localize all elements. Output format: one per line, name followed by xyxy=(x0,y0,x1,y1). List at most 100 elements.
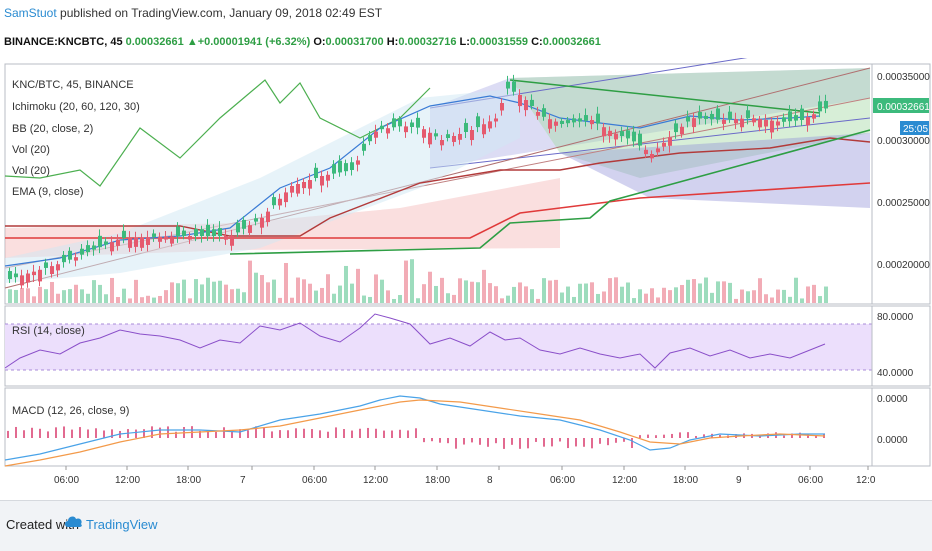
volume-bar xyxy=(32,296,36,303)
candle xyxy=(272,197,276,206)
volume-bar xyxy=(314,290,318,303)
candle xyxy=(200,229,204,236)
candlestick-series[interactable] xyxy=(8,74,828,289)
candle xyxy=(602,127,606,137)
candle xyxy=(152,233,156,237)
volume-bar xyxy=(200,284,204,303)
volume-bar xyxy=(740,289,744,303)
time-tick: 18:00 xyxy=(673,475,698,486)
publisher-link[interactable]: SamStuot xyxy=(4,6,57,20)
candle xyxy=(428,132,432,145)
tradingview-cloud-icon xyxy=(65,516,82,527)
volume-bar xyxy=(164,290,168,303)
volume-bar xyxy=(98,284,102,303)
candle xyxy=(308,180,312,189)
volume-bar xyxy=(494,286,498,303)
chart-area[interactable]: KNC/BTC, 45, BINANCE Ichimoku (20, 60, 1… xyxy=(0,58,932,498)
candle xyxy=(296,184,300,194)
candle xyxy=(734,119,738,124)
candle xyxy=(596,113,600,124)
volume-bar xyxy=(446,293,450,303)
time-axis[interactable]: 06:00 12:00 18:00 7 06:00 12:00 18:00 8 06:00 12:… xyxy=(54,466,876,486)
candle xyxy=(278,198,282,206)
volume-bar xyxy=(110,277,114,303)
candle xyxy=(338,160,342,173)
legend-item[interactable]: BB (20, close, 2) xyxy=(12,123,93,135)
volume-bar xyxy=(470,281,474,303)
rsi-tick: 80.0000 xyxy=(877,312,914,323)
candle xyxy=(764,119,768,127)
volume-bar xyxy=(74,284,78,303)
legend-item[interactable]: EMA (9, close) xyxy=(12,186,84,198)
time-tick: 12:00 xyxy=(612,475,637,486)
candle xyxy=(434,133,438,137)
macd-axis-panel xyxy=(871,387,931,467)
candle xyxy=(326,174,330,181)
candle xyxy=(368,135,372,142)
volume-bar xyxy=(776,289,780,303)
candle xyxy=(20,275,24,286)
volume-bar xyxy=(326,274,330,303)
time-tick: 9 xyxy=(736,475,742,486)
volume-bar xyxy=(752,290,756,303)
countdown-marker xyxy=(900,121,929,135)
candle xyxy=(62,254,66,263)
candle xyxy=(104,241,108,245)
volume-bar xyxy=(818,296,822,303)
volume-bar xyxy=(536,298,540,303)
rsi-label[interactable]: RSI (14, close) xyxy=(12,325,85,337)
volume-bar xyxy=(248,260,252,303)
candle xyxy=(386,128,390,134)
volume-bar xyxy=(746,291,750,303)
volume-bar xyxy=(806,286,810,303)
legend-item[interactable]: Vol (20) xyxy=(12,144,50,156)
candle xyxy=(470,130,474,141)
candle xyxy=(50,266,54,275)
volume-bar xyxy=(92,280,96,303)
volume-bar xyxy=(512,286,516,303)
candle xyxy=(710,113,714,120)
volume-bar xyxy=(728,282,732,303)
macd-pane[interactable] xyxy=(4,387,873,467)
volume-bar xyxy=(128,298,132,303)
candle xyxy=(26,273,30,283)
volume-bar xyxy=(764,294,768,303)
volume-bar xyxy=(572,296,576,303)
candle xyxy=(254,218,258,222)
volume-bar xyxy=(704,277,708,303)
publish-line: SamStuot published on TradingView.com, J… xyxy=(4,6,382,20)
candle xyxy=(242,219,246,229)
volume-bar xyxy=(608,278,612,303)
candle xyxy=(374,131,378,138)
candle xyxy=(812,114,816,119)
volume-bar xyxy=(614,277,618,303)
volume-bar xyxy=(698,283,702,303)
legend-item[interactable]: Ichimoku (20, 60, 120, 30) xyxy=(12,101,140,113)
volume-bar xyxy=(620,286,624,303)
candle xyxy=(746,110,750,119)
last-price: 0.00032661 xyxy=(125,36,184,48)
high-value: 0.00032716 xyxy=(398,36,457,48)
candle xyxy=(482,124,486,135)
candle xyxy=(644,149,648,155)
candle xyxy=(578,118,582,122)
volume-bar xyxy=(770,297,774,303)
volume-bar xyxy=(308,283,312,303)
volume-bar xyxy=(182,279,186,303)
volume-bar xyxy=(332,293,336,303)
volume-bar xyxy=(590,282,594,303)
candle xyxy=(416,117,420,128)
ichimoku-span-a xyxy=(229,129,871,255)
volume-bar xyxy=(20,288,24,303)
volume-bar xyxy=(86,293,90,303)
candle xyxy=(536,112,540,116)
low-value: 0.00031559 xyxy=(469,36,529,48)
tradingview-brand[interactable]: TradingView xyxy=(86,517,158,532)
countdown: 25:05 xyxy=(903,124,928,135)
macd-label[interactable]: MACD (12, 26, close, 9) xyxy=(12,405,129,417)
candle xyxy=(8,271,12,280)
candle xyxy=(380,125,384,130)
candle xyxy=(236,222,240,233)
candle xyxy=(158,236,162,242)
legend-item[interactable]: Vol (20) xyxy=(12,165,50,177)
